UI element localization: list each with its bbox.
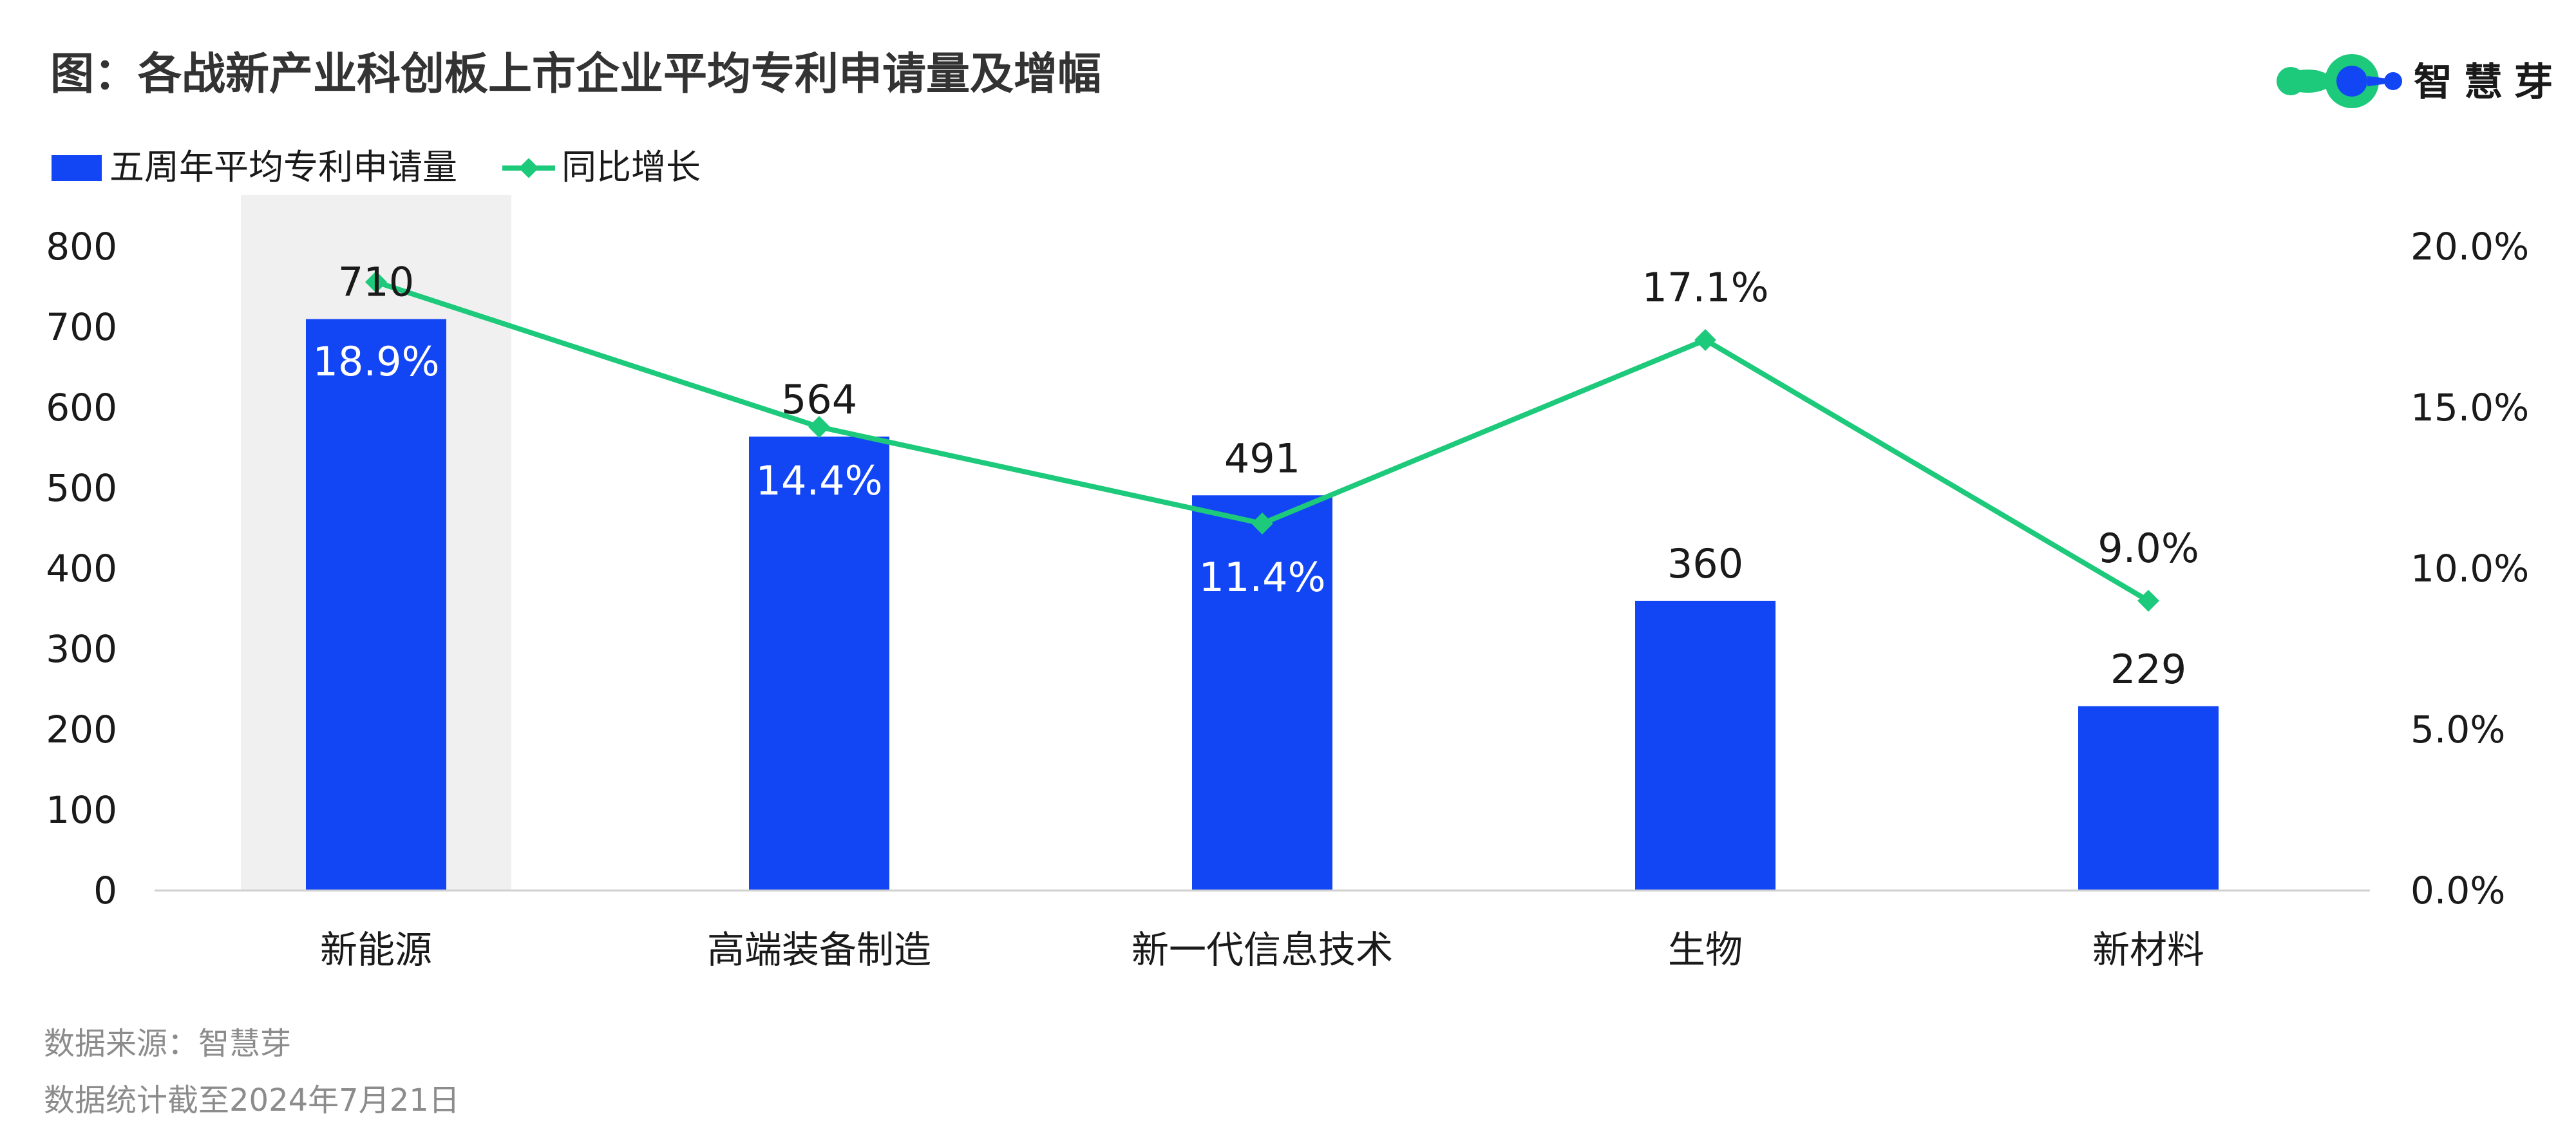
brand-logo: 智慧芽 (2277, 54, 2564, 108)
y-left-tick-label: 500 (46, 466, 117, 510)
legend-bar-swatch (52, 155, 102, 181)
footer-date: 数据统计截至2024年7月21日 (44, 1082, 460, 1118)
x-axis-labels: 新能源 高端装备制造 新一代信息技术 生物 新材料 (320, 928, 2204, 972)
bar (1635, 601, 1776, 891)
y-right-tick-label: 20.0% (2410, 225, 2529, 269)
y-left-tick-label: 100 (46, 788, 117, 832)
growth-point (365, 271, 387, 293)
y-left-tick-label: 200 (46, 708, 117, 751)
legend-line-marker (518, 158, 539, 178)
y-right-tick-label: 0.0% (2410, 869, 2505, 912)
bar (306, 319, 446, 891)
right-axis: 0.0% 5.0% 10.0% 15.0% 20.0% (2410, 225, 2529, 912)
legend-bar-label: 五周年平均专利申请量 (109, 147, 457, 187)
bar-value-label: 710 (338, 259, 414, 306)
left-axis: 0 100 200 300 400 500 600 700 800 (46, 225, 117, 912)
logo-blue-core (2336, 66, 2367, 97)
growth-value-label: 11.4% (1199, 554, 1326, 601)
growth-point (2137, 590, 2159, 612)
bar (749, 437, 889, 891)
y-left-tick-label: 0 (93, 869, 117, 912)
growth-point (1694, 329, 1716, 351)
logo-green-connector (2296, 70, 2328, 93)
footer-source: 数据来源：智慧芽 (44, 1026, 291, 1062)
bar-value-label: 360 (1667, 540, 1743, 587)
x-tick-label: 新材料 (2092, 928, 2204, 972)
logo-blue-tail (2367, 76, 2387, 86)
y-right-tick-label: 15.0% (2410, 386, 2529, 429)
chart-title: 图：各战新产业科创板上市企业平均专利申请量及增幅 (50, 49, 1101, 100)
brand-name: 智慧芽 (2414, 60, 2564, 105)
y-right-tick-label: 10.0% (2410, 547, 2529, 590)
bars (306, 319, 2219, 891)
x-tick-label: 新能源 (320, 928, 432, 972)
data-labels: 710 564 491 360 229 18.9% 14.4% 11.4% 17.1% 9.0% (313, 259, 2199, 693)
legend-line-label: 同比增长 (562, 147, 701, 187)
y-left-tick-label: 600 (46, 386, 117, 429)
bar (1192, 495, 1332, 891)
bar (2078, 706, 2219, 891)
growth-value-label: 9.0% (2098, 525, 2199, 572)
bar-value-label: 229 (2110, 646, 2186, 693)
bar-value-label: 491 (1224, 435, 1300, 482)
x-tick-label: 高端装备制造 (707, 928, 931, 972)
bar-value-label: 564 (781, 376, 857, 423)
y-right-tick-label: 5.0% (2410, 708, 2505, 751)
growth-value-label: 14.4% (756, 457, 883, 504)
growth-value-label: 18.9% (313, 338, 440, 385)
growth-value-label: 17.1% (1642, 264, 1769, 311)
y-left-tick-label: 300 (46, 627, 117, 671)
x-tick-label: 新一代信息技术 (1132, 928, 1393, 972)
legend: 五周年平均专利申请量 同比增长 (52, 147, 701, 187)
logo-blue-dot (2384, 72, 2402, 90)
growth-point (1251, 513, 1273, 534)
y-left-tick-label: 400 (46, 547, 117, 590)
y-left-tick-label: 800 (46, 225, 117, 269)
growth-point (808, 416, 830, 438)
y-left-tick-label: 700 (46, 305, 117, 349)
x-tick-label: 生物 (1668, 928, 1743, 972)
growth-line (365, 271, 2159, 612)
